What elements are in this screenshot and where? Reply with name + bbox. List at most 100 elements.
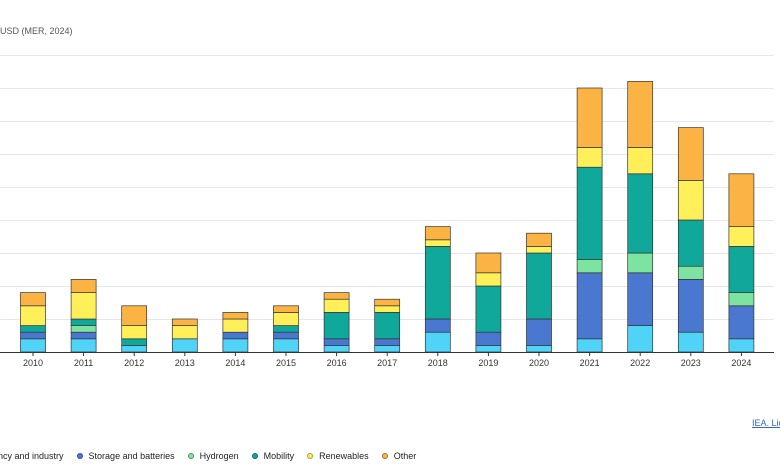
bar-segment-2015-0[interactable] — [273, 338, 299, 353]
bar-segment-2018-4[interactable] — [424, 239, 451, 247]
x-tick-label: 2014 — [225, 358, 245, 368]
bar-segment-2016-5[interactable] — [323, 292, 350, 300]
legend-item[interactable]: Hydrogen — [187, 451, 239, 461]
bar-segment-2010-5[interactable] — [20, 292, 46, 307]
x-tick-label: 2015 — [276, 358, 296, 368]
bar-segment-2016-0[interactable] — [323, 345, 350, 353]
bar-segment-2015-4[interactable] — [273, 312, 299, 326]
bar-segment-2024-3[interactable] — [728, 246, 755, 293]
legend-swatch — [307, 453, 314, 459]
bar-segment-2021-1[interactable] — [576, 272, 603, 340]
bar-segment-2019-5[interactable] — [475, 252, 502, 274]
bar-segment-2022-4[interactable] — [627, 147, 654, 175]
legend-label: Hydrogen — [199, 451, 239, 461]
bar-segment-2020-3[interactable] — [526, 252, 552, 320]
legend-label: Renewables — [319, 451, 369, 461]
bar-segment-2019-0[interactable] — [475, 345, 502, 353]
bar-segment-2022-3[interactable] — [627, 173, 654, 254]
bar-segment-2018-1[interactable] — [424, 318, 451, 333]
bar-segment-2012-5[interactable] — [121, 305, 148, 326]
legend-label: Mobility — [263, 451, 295, 461]
bar-segment-2014-0[interactable] — [222, 338, 249, 353]
bar-segment-2011-4[interactable] — [70, 292, 97, 320]
bar-segment-2017-5[interactable] — [374, 298, 401, 307]
bar-segment-2023-5[interactable] — [677, 127, 704, 181]
legend-item[interactable]: Storage and batteries — [76, 451, 175, 461]
bar-segment-2010-4[interactable] — [20, 305, 46, 326]
legend-item[interactable]: Other — [381, 451, 417, 461]
bar-segment-2024-0[interactable] — [728, 338, 755, 353]
x-tick-label: 2013 — [175, 358, 195, 368]
legend-label: ncy and industry — [0, 451, 64, 461]
bar-segment-2022-2[interactable] — [627, 252, 654, 274]
source-link[interactable]: IEA. Lic — [752, 418, 780, 428]
bar-segment-2013-4[interactable] — [171, 325, 198, 340]
bar-segment-2017-3[interactable] — [374, 312, 401, 340]
bar-segment-2020-4[interactable] — [526, 246, 552, 254]
bar-segment-2016-3[interactable] — [323, 312, 350, 340]
bar-segment-2018-3[interactable] — [424, 246, 451, 320]
bar-segment-2011-3[interactable] — [70, 318, 97, 326]
legend-item[interactable]: Mobility — [251, 451, 295, 461]
unit-label: USD (MER, 2024) — [0, 26, 73, 36]
bar-segment-2012-0[interactable] — [121, 345, 148, 353]
bar-segment-2016-4[interactable] — [323, 298, 350, 313]
bar-segment-2020-0[interactable] — [526, 345, 552, 353]
bar-segment-2014-1[interactable] — [222, 331, 249, 340]
bar-segment-2024-2[interactable] — [728, 292, 755, 307]
bar-segment-2022-1[interactable] — [627, 272, 654, 326]
legend-item[interactable]: ncy and industry — [0, 451, 64, 461]
bar-segment-2024-1[interactable] — [728, 305, 755, 340]
bar-segment-2019-4[interactable] — [475, 272, 502, 287]
x-tick-labels: 2010 2011 2012 2013 2014 2015 2016 2017 2018 2019… — [23, 352, 751, 368]
x-tick-label: 2017 — [377, 358, 397, 368]
bar-segment-2021-0[interactable] — [576, 338, 603, 353]
bar-segment-2013-5[interactable] — [171, 318, 198, 326]
bar-segment-2011-2[interactable] — [70, 325, 97, 333]
bar-segment-2010-3[interactable] — [20, 325, 46, 333]
bar-segment-2015-5[interactable] — [273, 305, 299, 313]
bar-segment-2012-3[interactable] — [121, 338, 148, 346]
bar-segment-2022-5[interactable] — [627, 81, 654, 148]
bar-segment-2023-4[interactable] — [677, 180, 704, 221]
bar-segment-2024-4[interactable] — [728, 226, 755, 247]
bar-segment-2011-5[interactable] — [70, 279, 97, 293]
bar-segment-2017-1[interactable] — [374, 338, 401, 346]
bar-segment-2014-5[interactable] — [222, 312, 249, 320]
bar-segment-2017-0[interactable] — [374, 345, 401, 353]
bar-segment-2021-2[interactable] — [576, 259, 603, 274]
bar-segment-2021-4[interactable] — [576, 147, 603, 168]
bar-segment-2021-5[interactable] — [576, 87, 603, 148]
bar-segment-2023-2[interactable] — [677, 265, 704, 280]
bar-segment-2021-3[interactable] — [576, 166, 603, 260]
bar-segment-2018-0[interactable] — [424, 331, 451, 353]
bar-segment-2022-0[interactable] — [627, 325, 654, 353]
bar-segment-2010-1[interactable] — [20, 331, 46, 340]
x-tick-label: 2010 — [23, 358, 43, 368]
bars — [20, 81, 755, 353]
x-tick-label: 2021 — [580, 358, 600, 368]
bar-segment-2020-1[interactable] — [526, 318, 552, 346]
bar-segment-2015-3[interactable] — [273, 325, 299, 333]
bar-segment-2018-5[interactable] — [424, 226, 451, 241]
bar-segment-2016-1[interactable] — [323, 338, 350, 346]
legend-item[interactable]: Renewables — [307, 451, 369, 461]
bar-segment-2023-3[interactable] — [677, 219, 704, 267]
legend-label: Other — [393, 451, 417, 461]
x-tick-label: 2012 — [124, 358, 144, 368]
bar-segment-2024-5[interactable] — [728, 173, 755, 227]
bar-segment-2014-4[interactable] — [222, 318, 249, 333]
bar-segment-2017-4[interactable] — [374, 305, 401, 313]
bar-segment-2023-1[interactable] — [677, 279, 704, 333]
bar-segment-2011-1[interactable] — [70, 331, 97, 340]
bar-segment-2010-0[interactable] — [20, 338, 46, 353]
bar-segment-2023-0[interactable] — [677, 331, 704, 353]
bar-segment-2012-4[interactable] — [121, 325, 148, 340]
bar-segment-2015-1[interactable] — [273, 331, 299, 340]
gridlines — [0, 55, 774, 320]
bar-segment-2011-0[interactable] — [70, 338, 97, 353]
bar-segment-2019-1[interactable] — [475, 331, 502, 346]
bar-segment-2020-5[interactable] — [526, 232, 552, 247]
bar-segment-2013-0[interactable] — [171, 338, 198, 353]
bar-segment-2019-3[interactable] — [475, 285, 502, 333]
